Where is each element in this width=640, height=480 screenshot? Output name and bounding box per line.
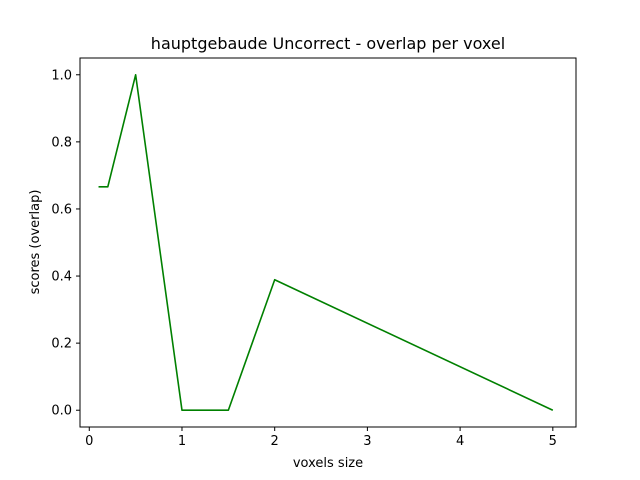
plot-area <box>79 57 577 428</box>
y-tick-label: 0.0 <box>51 404 72 419</box>
series-line-0 <box>98 73 554 412</box>
y-axis-label: scores (overlap) <box>28 190 43 295</box>
x-tick-label: 5 <box>549 434 557 449</box>
axes-frame <box>79 57 577 428</box>
x-tick-label: 1 <box>178 434 186 449</box>
x-tick-label: 2 <box>271 434 279 449</box>
chart-title: hauptgebaude Uncorrect - overlap per vox… <box>151 34 505 53</box>
x-tick-label: 4 <box>456 434 464 449</box>
y-tick-label: 0.8 <box>51 135 72 150</box>
y-tick-label: 0.4 <box>51 270 72 285</box>
y-axis: 0.0 0.2 0.4 0.6 0.8 1.0 <box>51 68 80 419</box>
x-axis: 0 1 2 3 4 5 <box>85 427 557 449</box>
x-tick-label: 3 <box>363 434 371 449</box>
y-tick-label: 1.0 <box>51 68 72 83</box>
x-tick-label: 0 <box>85 434 93 449</box>
x-axis-label: voxels size <box>293 456 363 471</box>
y-tick-label: 0.2 <box>51 337 72 352</box>
y-tick-label: 0.6 <box>51 202 72 217</box>
